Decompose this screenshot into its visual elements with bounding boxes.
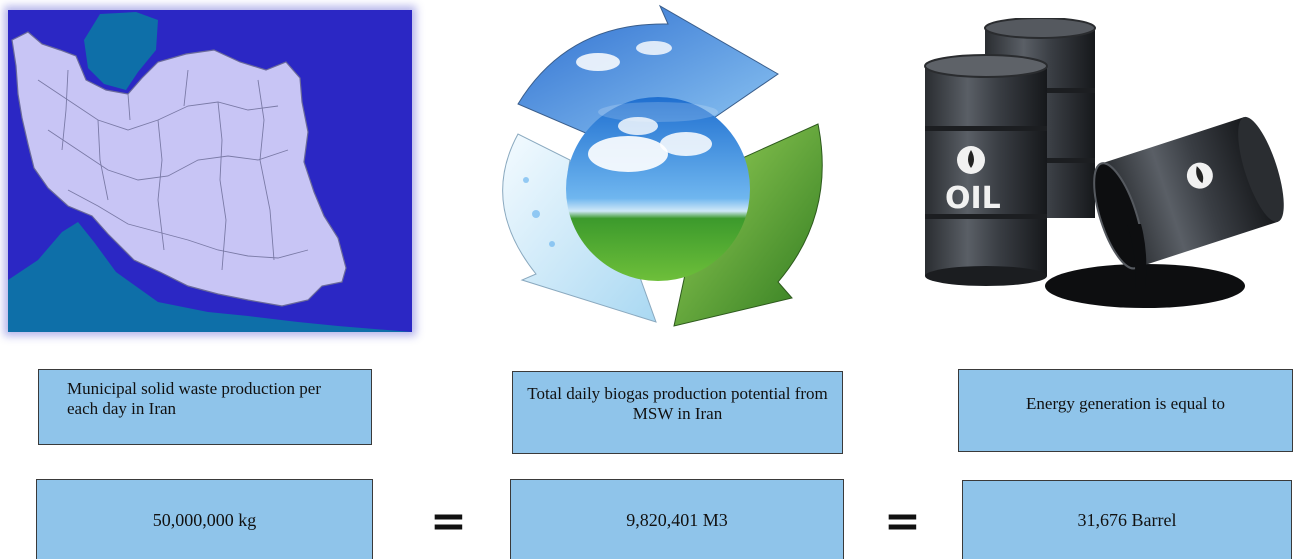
oil-barrels-icon: OIL [924,18,1284,308]
waste-label: Municipal solid waste production per eac… [67,379,322,418]
oil-barrels-image: OIL [905,18,1290,318]
biogas-label-box: Total daily biogas production potential … [512,371,843,454]
energy-label: Energy generation is equal to [1026,393,1225,413]
biogas-value: 9,820,401 M3 [626,509,728,530]
recycle-globe-icon [502,4,823,327]
waste-value-box: 50,000,000 kg [36,479,373,559]
oil-label-front: OIL [945,181,1001,216]
energy-value-box: 31,676 Barrel [962,480,1292,559]
recycle-globe-image [478,4,838,336]
iran-map-icon [8,10,412,332]
waste-label-box: Municipal solid waste production per eac… [38,369,372,445]
biogas-value-box: 9,820,401 M3 [510,479,844,559]
biogas-label: Total daily biogas production potential … [527,383,828,423]
waste-value: 50,000,000 kg [152,509,257,530]
energy-label-box: Energy generation is equal to [958,369,1293,452]
equals-sign-2: = [884,496,921,547]
energy-value: 31,676 Barrel [1077,510,1177,530]
iran-map-image [8,10,412,332]
equals-sign-1: = [430,496,467,547]
